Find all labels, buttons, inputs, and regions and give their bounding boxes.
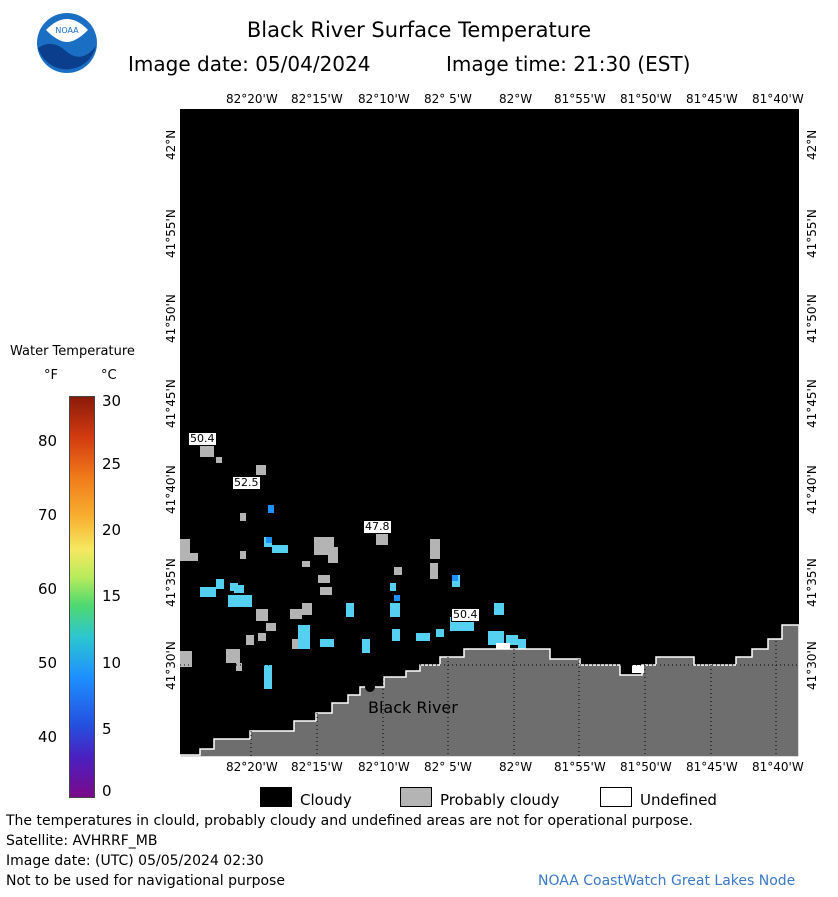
lat-label: 42°N	[164, 129, 178, 160]
lon-label: 81°45'W	[686, 92, 738, 106]
undefined-pixel	[632, 665, 644, 673]
lat-label: 41°50'N	[164, 294, 178, 343]
credit-link[interactable]: NOAA CoastWatch Great Lakes Node	[538, 873, 796, 889]
place-label: Black River	[368, 698, 458, 717]
legend-label-probably-cloudy: Probably cloudy	[440, 791, 560, 809]
utc-date-text: Image date: (UTC) 05/05/2024 02:30	[6, 853, 264, 869]
colorbar-unit-f: °F	[44, 368, 58, 383]
black-river-marker	[365, 682, 375, 692]
legend-swatch-probably-cloudy	[400, 787, 432, 807]
lat-label: 41°55'N	[164, 209, 178, 258]
f-tick: 60	[38, 580, 58, 598]
lon-label: 81°55'W	[554, 92, 606, 106]
colorbar-title: Water Temperature	[10, 344, 135, 359]
c-tick: 25	[102, 455, 122, 473]
lat-label: 42°N	[805, 129, 819, 160]
svg-text:NOAA: NOAA	[55, 26, 79, 35]
nav-warning-text: Not to be used for navigational purpose	[6, 873, 285, 889]
undefined-pixel	[496, 643, 510, 649]
lat-label: 41°45'N	[164, 379, 178, 428]
lon-label: 82°10'W	[358, 760, 410, 774]
value-label: 52.5	[232, 476, 261, 490]
colorbar	[69, 396, 95, 798]
f-tick: 80	[38, 432, 58, 450]
disclaimer-text: The temperatures in clould, probably clo…	[6, 813, 693, 829]
lat-label: 41°35'N	[164, 558, 178, 607]
image-time: Image time: 21:30 (EST)	[446, 52, 691, 76]
lon-label: 82°W	[499, 92, 533, 106]
page-title: Black River Surface Temperature	[246, 18, 592, 42]
lon-label: 81°55'W	[554, 760, 606, 774]
lat-label: 41°45'N	[805, 379, 819, 428]
lon-label: 81°40'W	[752, 92, 804, 106]
deep-blue-pixels	[266, 505, 458, 601]
lon-label: 82° 5'W	[424, 92, 472, 106]
lat-label: 41°40'N	[805, 465, 819, 514]
lat-label: 41°35'N	[805, 558, 819, 607]
lat-label: 41°30'N	[164, 641, 178, 690]
legend-label-undefined: Undefined	[640, 791, 717, 809]
lon-label: 81°40'W	[752, 760, 804, 774]
c-tick: 0	[102, 782, 112, 800]
value-label: 47.8	[363, 520, 392, 534]
lon-label: 82°15'W	[291, 760, 343, 774]
f-tick: 50	[38, 654, 58, 672]
lat-label: 41°55'N	[805, 209, 819, 258]
c-tick: 20	[102, 521, 122, 539]
noaa-logo-icon: NOAA	[37, 13, 97, 73]
f-tick: 70	[38, 506, 58, 524]
c-tick: 15	[102, 587, 122, 605]
lon-label: 82°20'W	[226, 760, 278, 774]
noaa-logo: NOAA	[36, 12, 98, 74]
temperature-map	[180, 109, 799, 757]
legend-swatch-undefined	[600, 787, 632, 807]
f-tick: 40	[38, 728, 58, 746]
lon-label: 82°20'W	[226, 92, 278, 106]
land-area	[180, 624, 799, 757]
c-tick: 5	[102, 720, 112, 738]
image-date: Image date: 05/04/2024	[128, 52, 371, 76]
lat-label: 41°50'N	[805, 294, 819, 343]
lon-label: 82° 5'W	[424, 760, 472, 774]
legend-label-cloudy: Cloudy	[300, 791, 352, 809]
lat-label: 41°30'N	[805, 641, 819, 690]
lon-label: 81°45'W	[686, 760, 738, 774]
lon-label: 82°W	[499, 760, 533, 774]
lon-label: 82°10'W	[358, 92, 410, 106]
legend-swatch-cloudy	[260, 787, 292, 807]
probably-cloudy-patches	[180, 445, 440, 671]
satellite-text: Satellite: AVHRRF_MB	[6, 833, 158, 849]
lat-label: 41°40'N	[164, 465, 178, 514]
value-label: 50.4	[188, 432, 217, 446]
value-label: 50.4	[451, 608, 480, 622]
lon-label: 82°15'W	[291, 92, 343, 106]
c-tick: 30	[102, 392, 122, 410]
c-tick: 10	[102, 654, 122, 672]
lon-label: 81°50'W	[620, 92, 672, 106]
colorbar-unit-c: °C	[101, 368, 117, 383]
grid-lines	[180, 641, 799, 757]
lon-label: 81°50'W	[620, 760, 672, 774]
